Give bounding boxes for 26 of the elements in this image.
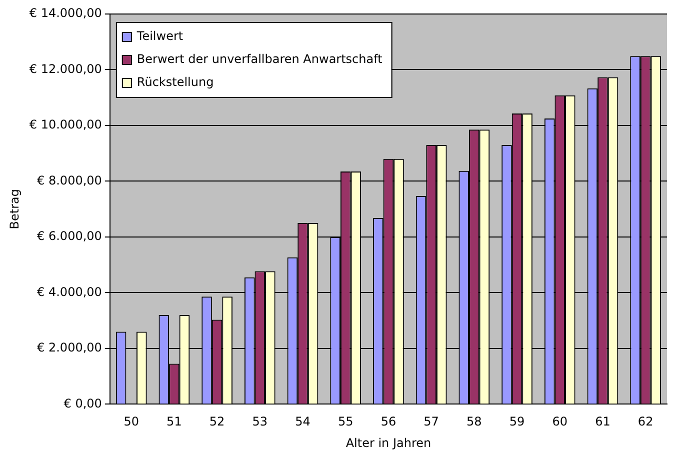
y-tick-label: € 6.000,00 <box>37 229 102 244</box>
y-tick-label: € 0,00 <box>64 396 102 410</box>
y-axis-title: Betrag <box>7 188 22 230</box>
x-tick-label: 57 <box>424 414 439 429</box>
x-tick-label: 54 <box>295 414 310 429</box>
x-tick-label: 51 <box>166 414 182 429</box>
x-tick-label: 50 <box>124 414 139 429</box>
y-tick-label: € 2.000,00 <box>37 340 102 355</box>
x-tick-label: 60 <box>552 414 568 429</box>
x-tick-label: 59 <box>509 414 525 429</box>
legend-label: Berwert der unverfallbaren Anwartschaft <box>136 52 383 66</box>
legend-label: Teilwert <box>136 29 184 44</box>
x-tick-label: 56 <box>380 414 396 429</box>
x-tick-label: 62 <box>638 414 654 429</box>
y-tick-label: € 8.000,00 <box>37 173 102 188</box>
x-tick-label: 61 <box>595 414 610 429</box>
y-tick-label: € 12.000,00 <box>29 62 102 76</box>
x-tick-label: 53 <box>252 414 268 429</box>
legend-label: Rückstellung <box>136 75 214 90</box>
x-tick-label: 52 <box>209 414 225 429</box>
y-tick-label: € 10.000,00 <box>29 118 102 132</box>
y-tick-label: € 4.000,00 <box>37 284 102 299</box>
x-tick-label: 58 <box>466 414 482 429</box>
y-tick-label: € 14.000,00 <box>29 6 102 20</box>
x-tick-label: 55 <box>338 414 354 429</box>
x-axis-title: Alter in Jahren <box>346 436 432 450</box>
